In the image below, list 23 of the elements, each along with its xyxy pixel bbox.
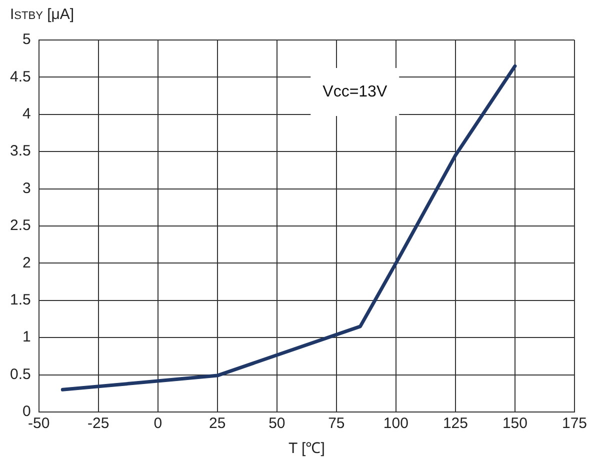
annotation: Vcc=13V <box>322 83 388 100</box>
x-tick-label: 100 <box>383 415 408 432</box>
y-tick-label: 0.5 <box>10 366 31 383</box>
x-tick-label: 125 <box>442 415 468 432</box>
x-axis-title: T [℃] <box>288 440 325 458</box>
x-tick-label: 75 <box>328 415 345 432</box>
x-tick-label: 0 <box>154 415 162 432</box>
y-tick-label: 1 <box>22 328 31 346</box>
y-tick-label: 1.5 <box>10 292 31 309</box>
x-tick-label: 50 <box>268 415 286 432</box>
x-tick-label: 25 <box>209 415 226 432</box>
y-tick-label: 3.5 <box>10 142 31 160</box>
x-tick-label: -25 <box>88 415 110 432</box>
y-tick-label: 4.5 <box>10 68 31 86</box>
x-tick-label: 150 <box>502 415 528 432</box>
y-tick-label: 2 <box>22 254 31 272</box>
y-tick-label: 4 <box>22 106 31 123</box>
y-tick-label: 2.5 <box>10 217 31 234</box>
y-tick-label: 5 <box>22 31 31 48</box>
x-tick-label: 175 <box>562 415 587 432</box>
y-tick-label: 3 <box>22 180 31 197</box>
x-tick-label: -50 <box>28 415 50 432</box>
y-tick-label: 0 <box>22 403 31 420</box>
